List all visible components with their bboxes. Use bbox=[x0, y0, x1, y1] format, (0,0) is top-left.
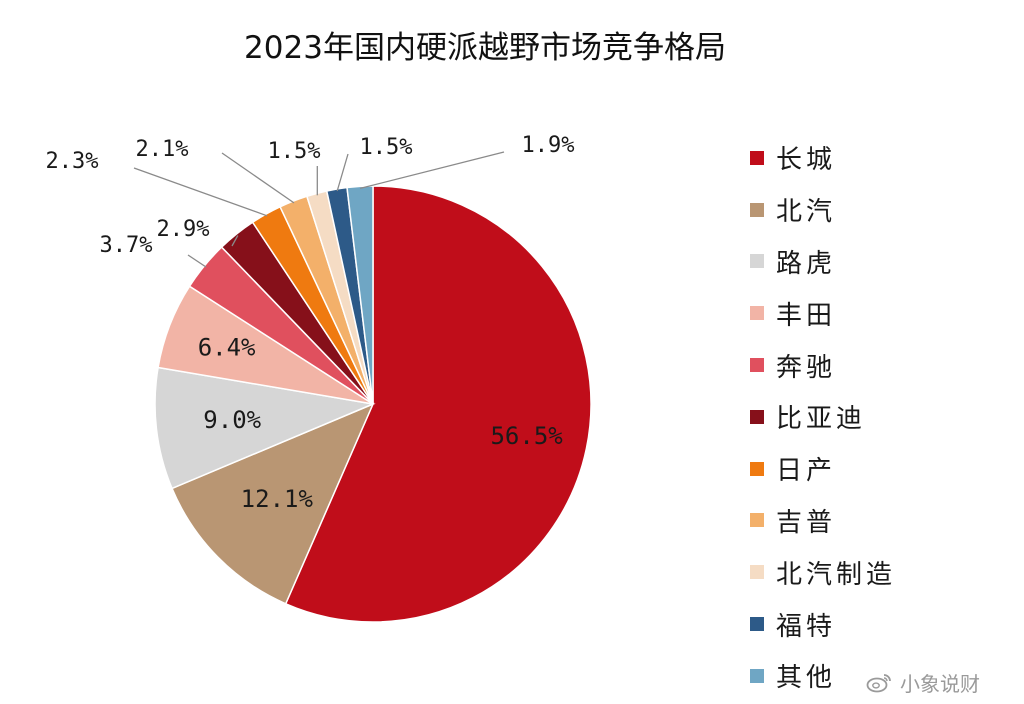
slice-labels: 56.5% 12.1% 9.0% 6.4% 3.7%2.9% 2.3% 2.1% 1.5% 1.… bbox=[46, 133, 575, 513]
legend-label: 北汽 bbox=[776, 197, 837, 228]
pie-slice-2 bbox=[171, 402, 375, 605]
legend-item-11: 其他 bbox=[750, 650, 980, 702]
slice-value-label-6: 2.9% bbox=[157, 217, 210, 242]
legend-item-1: 长城 bbox=[750, 132, 980, 184]
slice-value-label-11: 1.9% bbox=[522, 133, 575, 158]
legend-item-8: 吉普 bbox=[750, 495, 980, 547]
legend-label: 长城 bbox=[776, 145, 837, 176]
leader-line-11 bbox=[359, 151, 505, 190]
leader-line-6 bbox=[231, 235, 239, 247]
legend-label: 其他 bbox=[776, 663, 837, 694]
legend-label: 奔驰 bbox=[776, 352, 837, 383]
leader-line-10 bbox=[336, 153, 349, 192]
legend: 长城北汽路虎丰田奔驰比亚迪日产吉普北汽制造福特其他 bbox=[750, 132, 980, 702]
legend-swatch bbox=[750, 617, 764, 632]
slice-value-label-9: 1.5% bbox=[268, 139, 321, 164]
legend-label: 比亚迪 bbox=[776, 404, 867, 435]
pie-slices bbox=[154, 185, 592, 623]
legend-label: 福特 bbox=[776, 611, 837, 642]
watermark-text: 小象说财 bbox=[900, 672, 980, 696]
slice-value-label-10: 1.5% bbox=[360, 135, 413, 160]
legend-label: 日产 bbox=[776, 456, 837, 487]
slice-value-label-4: 6.4% bbox=[198, 333, 256, 361]
legend-item-5: 奔驰 bbox=[750, 339, 980, 391]
slice-value-label-2: 12.1% bbox=[241, 485, 314, 513]
legend-item-4: 丰田 bbox=[750, 287, 980, 339]
legend-item-10: 福特 bbox=[750, 598, 980, 650]
legend-label: 吉普 bbox=[776, 507, 837, 538]
legend-item-9: 北汽制造 bbox=[750, 546, 980, 598]
slice-value-label-8: 2.1% bbox=[136, 137, 189, 162]
leader-line-7 bbox=[133, 167, 268, 217]
slice-value-label-5: 3.7% bbox=[100, 233, 153, 258]
pie-slice-11 bbox=[346, 185, 374, 405]
slice-value-label-7: 2.3% bbox=[46, 149, 99, 174]
slice-value-label-1: 56.5% bbox=[490, 422, 563, 450]
weibo-icon bbox=[866, 673, 891, 692]
pie-slice-1 bbox=[284, 185, 592, 623]
chart-title: 2023年国内硬派越野市场竞争格局 bbox=[244, 30, 726, 66]
legend-label: 北汽制造 bbox=[776, 559, 897, 590]
legend-swatch bbox=[750, 668, 764, 683]
leader-line-8 bbox=[221, 152, 295, 204]
legend-swatch bbox=[750, 150, 764, 165]
legend-item-6: 比亚迪 bbox=[750, 391, 980, 443]
watermark: 小象说财 bbox=[866, 668, 980, 697]
legend-swatch bbox=[750, 461, 764, 476]
legend-swatch bbox=[750, 409, 764, 424]
legend-swatch bbox=[750, 513, 764, 528]
legend-swatch bbox=[750, 254, 764, 269]
legend-item-2: 北汽 bbox=[750, 184, 980, 236]
legend-label: 丰田 bbox=[776, 300, 837, 331]
legend-item-7: 日产 bbox=[750, 443, 980, 495]
legend-swatch bbox=[750, 306, 764, 321]
leader-lines bbox=[133, 151, 505, 268]
leader-line-5 bbox=[187, 254, 207, 268]
legend-swatch bbox=[750, 202, 764, 217]
legend-swatch bbox=[750, 358, 764, 373]
legend-swatch bbox=[750, 565, 764, 580]
legend-label: 路虎 bbox=[776, 248, 837, 279]
legend-item-3: 路虎 bbox=[750, 236, 980, 288]
pie-slice-3 bbox=[154, 366, 376, 490]
slice-value-label-3: 9.0% bbox=[203, 406, 261, 434]
